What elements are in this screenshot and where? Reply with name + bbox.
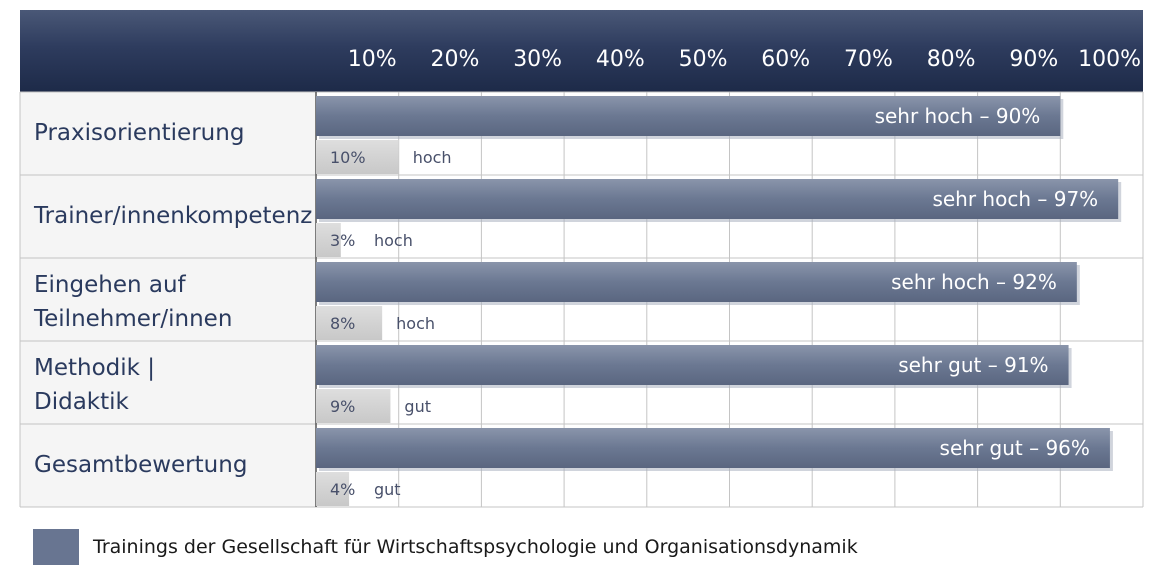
x-tick-label: 50% xyxy=(679,47,728,72)
bar-main xyxy=(316,96,1061,136)
legend-label: Trainings der Gesellschaft für Wirtschaf… xyxy=(93,536,858,558)
bar-main xyxy=(316,345,1069,385)
category-label-line: Methodik | xyxy=(34,355,155,381)
bar-small xyxy=(316,306,383,340)
labels: Praxisorientierung sehr hoch – 90% 10% hoch… xyxy=(33,104,1098,499)
bar-small-rating-label: gut xyxy=(404,397,431,416)
bar-small-rating-label: hoch xyxy=(374,231,413,250)
x-tick-label: 80% xyxy=(927,47,976,72)
bar-small-value-label: 4% xyxy=(330,480,355,499)
bar-main-label: sehr hoch – 97% xyxy=(932,187,1098,211)
bar-small-rating-label: hoch xyxy=(413,148,452,167)
category-label: Gesamtbewertung xyxy=(34,452,247,478)
bar-small-value-label: 3% xyxy=(330,231,355,250)
x-tick-label: 90% xyxy=(1009,47,1058,72)
category-label: Eingehen auf Teilnehmer/innen xyxy=(33,272,232,332)
bar-small-value-label: 9% xyxy=(330,397,355,416)
header-band: 10% 20% 30% 40% 50% 60% 70% 80% 90% 100% xyxy=(20,10,1143,92)
bar-main-label: sehr hoch – 92% xyxy=(891,270,1057,294)
bar-small-rating-label: hoch xyxy=(396,314,435,333)
bar-small xyxy=(316,140,399,174)
bar-small xyxy=(316,472,350,506)
bar-small xyxy=(316,389,391,423)
bar-main xyxy=(316,179,1119,219)
bar-main xyxy=(316,262,1077,302)
x-tick-label: 20% xyxy=(430,47,479,72)
category-label-line: Didaktik xyxy=(34,389,130,415)
x-tick-label: 40% xyxy=(596,47,645,72)
category-label-line: Teilnehmer/innen xyxy=(33,306,232,332)
x-tick-label: 70% xyxy=(844,47,893,72)
bar-small-rating-label: gut xyxy=(374,480,401,499)
category-label: Praxisorientierung xyxy=(34,120,244,146)
bar-main-label: sehr gut – 91% xyxy=(898,353,1048,377)
legend: Trainings der Gesellschaft für Wirtschaf… xyxy=(33,529,858,565)
bar-small-value-label: 10% xyxy=(330,148,366,167)
x-tick-label: 30% xyxy=(513,47,562,72)
legend-swatch xyxy=(33,529,79,565)
bar-main xyxy=(316,428,1110,468)
category-column-background xyxy=(20,92,316,507)
category-label-line: Eingehen auf xyxy=(34,272,187,298)
bar-main-label: sehr gut – 96% xyxy=(940,436,1090,460)
bars xyxy=(316,96,1122,506)
bar-main-label: sehr hoch – 90% xyxy=(875,104,1041,128)
x-tick-label: 10% xyxy=(348,47,397,72)
category-label: Trainer/innenkompetenz xyxy=(33,203,312,229)
category-label: Methodik | Didaktik xyxy=(34,355,155,415)
x-tick-label: 60% xyxy=(761,47,810,72)
chart-svg: 10% 20% 30% 40% 50% 60% 70% 80% 90% 100% Praxisor… xyxy=(19,10,1144,508)
header-background xyxy=(20,10,1143,92)
bar-small xyxy=(316,223,341,257)
bar-small-value-label: 8% xyxy=(330,314,355,333)
x-tick-label: 100% xyxy=(1078,47,1141,72)
